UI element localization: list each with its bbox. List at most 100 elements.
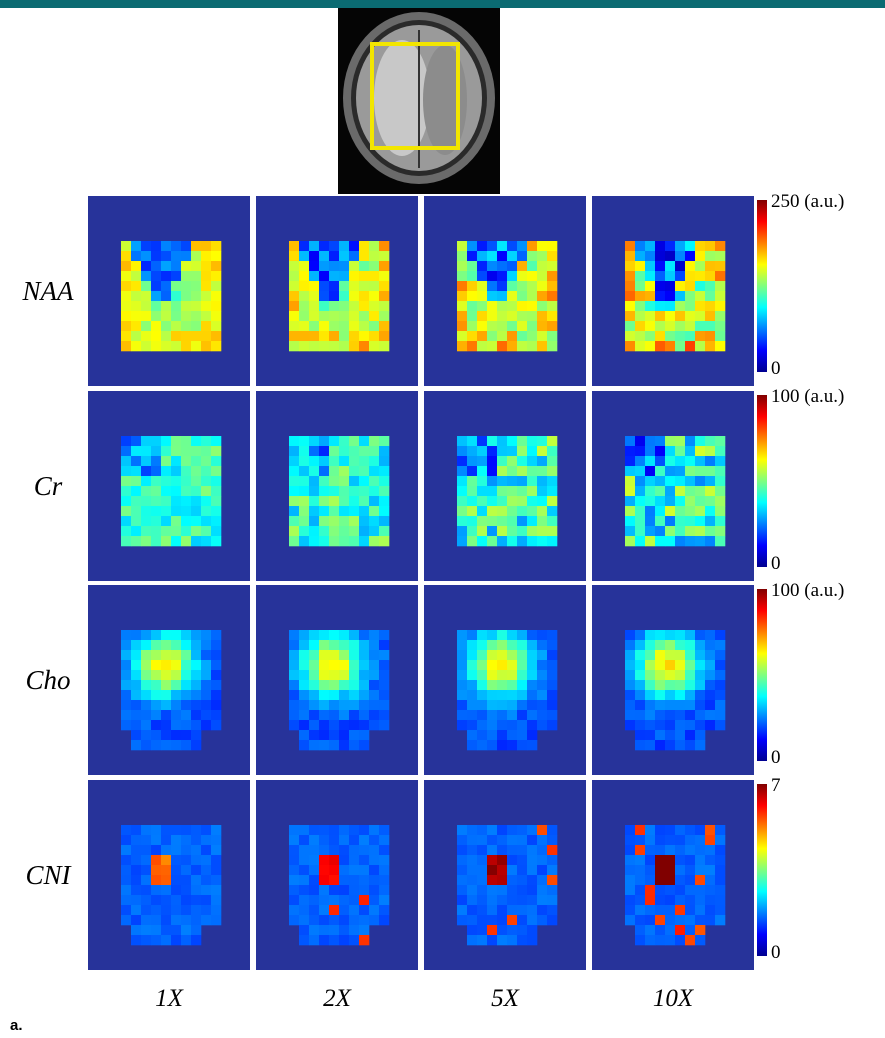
heatmap-cell bbox=[497, 496, 507, 506]
heatmap-cell bbox=[537, 526, 547, 536]
heatmap-cell bbox=[675, 680, 685, 690]
heatmap-cell bbox=[527, 825, 537, 835]
heatmap-cell bbox=[655, 690, 665, 700]
heatmap-cell bbox=[369, 321, 379, 331]
heatmap-cell bbox=[527, 311, 537, 321]
heatmap-cell bbox=[211, 720, 221, 730]
heatmap-cell bbox=[309, 261, 319, 271]
heatmap-cell bbox=[329, 321, 339, 331]
heatmap-cell bbox=[487, 845, 497, 855]
heatmap-cell bbox=[517, 331, 527, 341]
heatmap-cell bbox=[181, 670, 191, 680]
heatmap-cell bbox=[369, 496, 379, 506]
heatmap-cell bbox=[665, 331, 675, 341]
heatmap-cell bbox=[319, 476, 329, 486]
heatmap-cell bbox=[517, 925, 527, 935]
heatmap-cell bbox=[329, 446, 339, 456]
heatmap-cell bbox=[497, 446, 507, 456]
heatmap-cell bbox=[379, 486, 389, 496]
heatmap-cell bbox=[675, 720, 685, 730]
heatmap-cell bbox=[141, 341, 151, 351]
heatmap-cell bbox=[507, 506, 517, 516]
heatmap-cell bbox=[685, 835, 695, 845]
heatmap-cell bbox=[507, 895, 517, 905]
heatmap-cell bbox=[507, 341, 517, 351]
heatmap-cell bbox=[635, 446, 645, 456]
heatmap-cell bbox=[379, 660, 389, 670]
heatmap-cell bbox=[635, 486, 645, 496]
heatmap-cell bbox=[507, 700, 517, 710]
heatmap-cell bbox=[211, 650, 221, 660]
heatmap-cell bbox=[547, 301, 557, 311]
heatmap-cell bbox=[527, 261, 537, 271]
heatmap-cell bbox=[319, 650, 329, 660]
heatmap-cell bbox=[171, 456, 181, 466]
heatmap-cell bbox=[359, 466, 369, 476]
heatmap-cell bbox=[161, 660, 171, 670]
heatmap-cell bbox=[329, 680, 339, 690]
heatmap-cell bbox=[141, 536, 151, 546]
heatmap-cell bbox=[319, 925, 329, 935]
heatmap-cell bbox=[507, 885, 517, 895]
heatmap-cell bbox=[339, 710, 349, 720]
heatmap-cell bbox=[319, 640, 329, 650]
heatmap-cell bbox=[547, 281, 557, 291]
heatmap-cell bbox=[645, 456, 655, 466]
heatmap-cell bbox=[349, 331, 359, 341]
heatmap-cell bbox=[191, 301, 201, 311]
heatmap-cell bbox=[527, 670, 537, 680]
heatmap-cell bbox=[299, 730, 309, 740]
heatmap-cell bbox=[339, 740, 349, 750]
heatmap-cell bbox=[319, 660, 329, 670]
heatmap-cell bbox=[379, 271, 389, 281]
heatmap-cell bbox=[151, 261, 161, 271]
heatmap-cell bbox=[131, 740, 141, 750]
heatmap-cell bbox=[131, 241, 141, 251]
row-label: CNI bbox=[25, 860, 72, 890]
heatmap-cell bbox=[359, 700, 369, 710]
heatmap-cell bbox=[211, 311, 221, 321]
heatmap-cell bbox=[181, 261, 191, 271]
heatmap-cell bbox=[645, 536, 655, 546]
heatmap-cell bbox=[161, 281, 171, 291]
heatmap-cell bbox=[329, 506, 339, 516]
heatmap-cell bbox=[467, 331, 477, 341]
heatmap-cell bbox=[191, 506, 201, 516]
heatmap-cell bbox=[497, 720, 507, 730]
heatmap-cell bbox=[171, 670, 181, 680]
heatmap-cell bbox=[121, 885, 131, 895]
heatmap-cell bbox=[517, 486, 527, 496]
heatmap-cell bbox=[635, 341, 645, 351]
heatmap-cell bbox=[705, 281, 715, 291]
heatmap-cell bbox=[319, 321, 329, 331]
heatmap-cell bbox=[527, 855, 537, 865]
heatmap-cell bbox=[161, 670, 171, 680]
heatmap-cell bbox=[487, 261, 497, 271]
heatmap-cell bbox=[171, 261, 181, 271]
heatmap-cell bbox=[151, 670, 161, 680]
heatmap-cell bbox=[665, 895, 675, 905]
heatmap-cell bbox=[695, 885, 705, 895]
heatmap-cell bbox=[141, 466, 151, 476]
heatmap-cell bbox=[339, 516, 349, 526]
heatmap-cell bbox=[161, 241, 171, 251]
heatmap-cell bbox=[537, 241, 547, 251]
heatmap-cell bbox=[665, 536, 675, 546]
heatmap-panel bbox=[592, 585, 754, 775]
heatmap-cell bbox=[695, 935, 705, 945]
heatmap-cell bbox=[625, 630, 635, 640]
heatmap-cell bbox=[665, 690, 675, 700]
heatmap-cell bbox=[705, 835, 715, 845]
heatmap-cell bbox=[507, 865, 517, 875]
heatmap-cell bbox=[507, 456, 517, 466]
heatmap-cell bbox=[201, 710, 211, 720]
heatmap-cell bbox=[527, 526, 537, 536]
heatmap-cell bbox=[339, 630, 349, 640]
heatmap-cell bbox=[151, 321, 161, 331]
heatmap-cell bbox=[369, 311, 379, 321]
heatmap-cell bbox=[339, 241, 349, 251]
heatmap-cell bbox=[369, 466, 379, 476]
heatmap-cell bbox=[211, 516, 221, 526]
heatmap-cell bbox=[715, 281, 725, 291]
heatmap-cell bbox=[289, 486, 299, 496]
